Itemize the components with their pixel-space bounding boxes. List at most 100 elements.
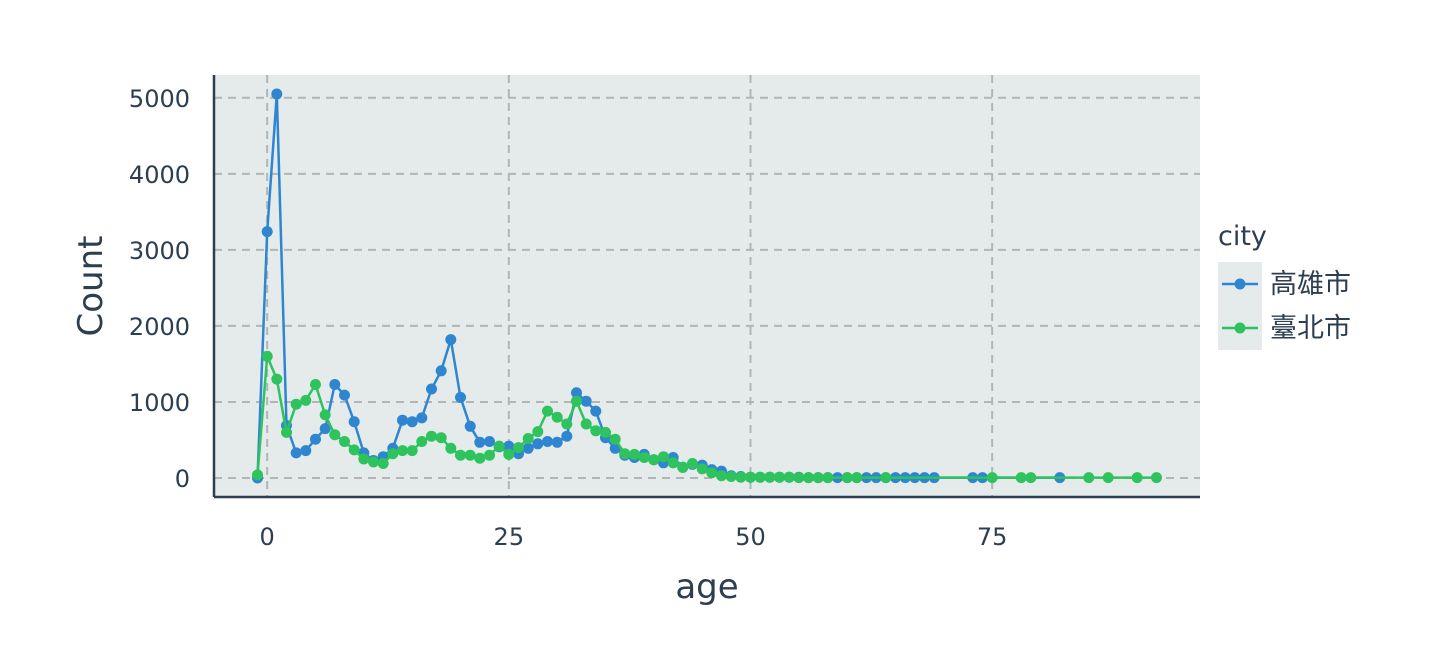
data-point <box>561 430 573 442</box>
y-tick-label: 1000 <box>129 389 190 417</box>
data-point <box>793 472 805 484</box>
data-point <box>619 448 631 460</box>
data-point <box>638 452 650 463</box>
x-gridlines <box>266 75 994 497</box>
data-point <box>348 416 360 428</box>
data-point <box>580 418 592 430</box>
data-point <box>629 448 640 460</box>
data-point <box>542 405 553 417</box>
data-point <box>600 426 611 438</box>
y-tick-label: 5000 <box>129 85 190 113</box>
data-point <box>300 394 312 406</box>
data-point <box>271 88 283 100</box>
y-tick-labels: 0 1000 2000 3000 4000 5000 <box>129 85 190 493</box>
data-point <box>455 449 466 461</box>
data-point <box>416 412 428 424</box>
data-point <box>406 445 418 457</box>
data-point <box>986 472 998 484</box>
data-point <box>1131 472 1143 484</box>
data-point <box>542 436 553 447</box>
x-tick-label: 0 <box>260 523 275 551</box>
data-point <box>368 456 379 468</box>
data-point <box>387 448 399 460</box>
legend-key-marker <box>1234 278 1246 290</box>
data-point <box>464 420 476 432</box>
data-point <box>648 454 660 466</box>
data-point <box>1151 472 1162 484</box>
legend-title: city <box>1218 221 1267 252</box>
data-point <box>503 440 515 452</box>
data-point <box>609 433 621 445</box>
data-point <box>851 472 863 484</box>
data-point <box>803 472 814 484</box>
data-point <box>455 391 466 403</box>
data-point <box>252 469 263 481</box>
data-point <box>435 432 447 444</box>
data-point <box>310 379 321 390</box>
data-point <box>590 405 602 417</box>
x-tick-label: 75 <box>977 523 1008 551</box>
data-point <box>522 442 534 454</box>
data-point <box>329 429 341 441</box>
data-point <box>281 426 292 438</box>
data-point <box>783 471 795 483</box>
series-layer <box>252 88 1162 484</box>
legend-key-marker <box>1234 322 1246 334</box>
data-point <box>822 472 834 484</box>
y-tick-label: 4000 <box>129 161 190 189</box>
data-point <box>464 449 476 461</box>
x-tick-label: 50 <box>735 523 766 551</box>
data-point <box>406 416 418 428</box>
data-point <box>261 350 273 362</box>
data-point <box>551 411 563 423</box>
data-point <box>532 426 544 438</box>
data-point <box>339 436 350 447</box>
data-point <box>290 447 302 459</box>
plot-background <box>214 75 1200 497</box>
data-point <box>300 445 312 457</box>
x-axis-title: age <box>675 567 738 607</box>
data-point <box>841 472 853 484</box>
data-point <box>735 471 747 483</box>
data-point <box>590 425 602 437</box>
legend-item: 臺北市 <box>1218 306 1351 350</box>
data-point <box>503 448 515 460</box>
data-point <box>435 365 447 377</box>
data-point <box>445 442 457 454</box>
data-point <box>522 433 534 444</box>
data-point <box>1083 472 1095 484</box>
data-point <box>339 389 350 401</box>
data-point <box>812 472 824 484</box>
data-point <box>310 433 321 445</box>
y-tick-label: 0 <box>175 465 190 493</box>
data-point <box>532 438 544 450</box>
data-point <box>687 458 698 469</box>
data-point <box>484 436 495 447</box>
data-point <box>1102 472 1114 484</box>
data-point <box>474 452 486 464</box>
data-point <box>474 436 486 448</box>
data-point <box>551 436 563 448</box>
x-tick-label: 25 <box>494 523 525 551</box>
data-point <box>880 472 892 484</box>
data-point <box>677 461 689 473</box>
data-point <box>426 383 437 395</box>
data-point <box>290 398 302 410</box>
data-point <box>261 226 273 238</box>
series-2 <box>252 350 1162 484</box>
data-point <box>493 440 505 452</box>
x-tick-labels: 0 25 50 75 <box>260 523 1008 551</box>
data-point <box>706 467 718 479</box>
data-point <box>271 373 283 385</box>
data-point <box>377 458 389 469</box>
data-point <box>416 436 428 447</box>
data-point <box>397 414 408 426</box>
data-point <box>329 379 341 390</box>
data-point <box>348 444 360 456</box>
y-axis-title: Count <box>71 236 111 337</box>
data-point <box>358 453 370 465</box>
data-point <box>319 409 331 421</box>
legend-item: 高雄市 <box>1218 262 1351 306</box>
